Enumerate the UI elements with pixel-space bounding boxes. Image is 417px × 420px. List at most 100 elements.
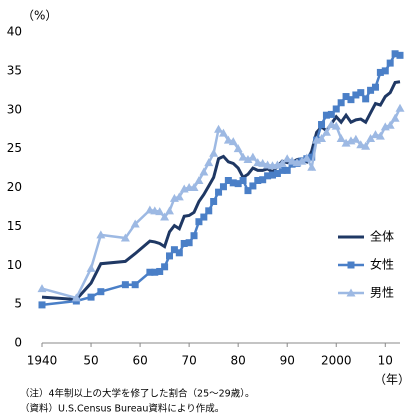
marker	[362, 95, 370, 103]
marker	[87, 293, 95, 301]
marker	[234, 180, 242, 188]
marker	[199, 167, 209, 176]
marker	[156, 267, 164, 275]
marker	[347, 96, 355, 104]
y-tick-label: 40	[7, 25, 22, 39]
marker	[160, 212, 170, 221]
series-line	[41, 80, 401, 302]
marker	[327, 110, 335, 118]
marker	[175, 249, 183, 257]
legend-label: 全体	[370, 229, 394, 244]
marker	[120, 233, 130, 242]
marker	[264, 172, 272, 180]
marker	[131, 281, 139, 289]
marker	[195, 218, 203, 226]
marker	[307, 162, 317, 171]
marker	[395, 103, 405, 112]
marker	[254, 177, 262, 185]
y-tick-label: 5	[14, 297, 22, 311]
marker	[96, 230, 106, 239]
marker	[318, 121, 326, 129]
marker	[71, 293, 81, 302]
marker	[151, 268, 159, 276]
marker	[223, 135, 233, 144]
marker	[352, 91, 360, 99]
note: （資料）U.S.Census Bureau資料により作成。	[20, 403, 224, 415]
marker	[130, 219, 140, 228]
y-axis-label: （%）	[22, 9, 57, 23]
marker	[287, 156, 297, 165]
marker	[180, 239, 188, 247]
marker	[243, 155, 253, 164]
note: （注）4年制以上の大学を修了した割合（25～29歳）。	[20, 388, 254, 400]
marker	[146, 268, 154, 276]
y-tick-label: 25	[7, 141, 22, 155]
x-tick-label: 60	[132, 354, 147, 368]
marker	[366, 134, 376, 143]
marker	[357, 89, 365, 97]
marker	[229, 179, 237, 187]
marker	[259, 176, 267, 184]
marker	[218, 128, 228, 137]
marker	[317, 134, 327, 143]
x-axis-label: （年）	[374, 373, 410, 387]
marker	[342, 93, 350, 101]
marker	[249, 182, 257, 190]
marker	[273, 170, 281, 178]
marker	[190, 232, 198, 240]
legend-label: 男性	[370, 286, 394, 300]
series-line	[41, 52, 401, 307]
legend-label: 女性	[370, 257, 394, 272]
marker	[121, 281, 129, 289]
marker	[215, 188, 223, 196]
marker	[282, 154, 292, 163]
marker	[228, 137, 238, 146]
marker	[238, 152, 248, 161]
x-tick-label: 2000	[321, 354, 352, 368]
marker	[308, 153, 316, 161]
y-tick-label: 10	[7, 258, 22, 272]
legend-marker	[346, 288, 356, 297]
marker	[155, 207, 165, 216]
marker	[210, 197, 218, 205]
marker	[194, 176, 204, 185]
marker	[351, 134, 361, 143]
marker	[174, 192, 184, 201]
marker	[370, 130, 380, 139]
marker	[37, 284, 47, 293]
marker	[214, 124, 224, 133]
marker	[258, 158, 268, 167]
marker	[376, 68, 384, 76]
marker	[38, 301, 46, 309]
x-tick-label: 50	[83, 354, 98, 368]
marker	[390, 113, 400, 122]
marker	[166, 252, 174, 260]
marker	[361, 141, 371, 150]
x-tick-label: 1940	[27, 354, 58, 368]
marker	[381, 67, 389, 75]
marker	[356, 140, 366, 149]
marker	[375, 131, 385, 140]
marker	[331, 121, 341, 130]
marker	[86, 263, 96, 272]
marker	[170, 246, 178, 254]
x-tick-label: 90	[280, 354, 295, 368]
marker	[268, 171, 276, 179]
marker	[205, 207, 213, 215]
marker	[185, 239, 193, 247]
marker	[200, 213, 208, 221]
legend-marker	[347, 261, 355, 269]
marker	[233, 144, 243, 153]
marker	[322, 111, 330, 119]
y-tick-label: 30	[7, 102, 22, 116]
marker	[278, 166, 286, 174]
y-tick-label: 0	[14, 336, 22, 350]
marker	[367, 86, 375, 94]
marker	[337, 99, 345, 107]
marker	[386, 59, 394, 67]
marker	[391, 50, 399, 58]
y-tick-label: 15	[7, 219, 22, 233]
marker	[297, 156, 307, 165]
marker	[385, 120, 395, 129]
marker	[239, 177, 247, 185]
